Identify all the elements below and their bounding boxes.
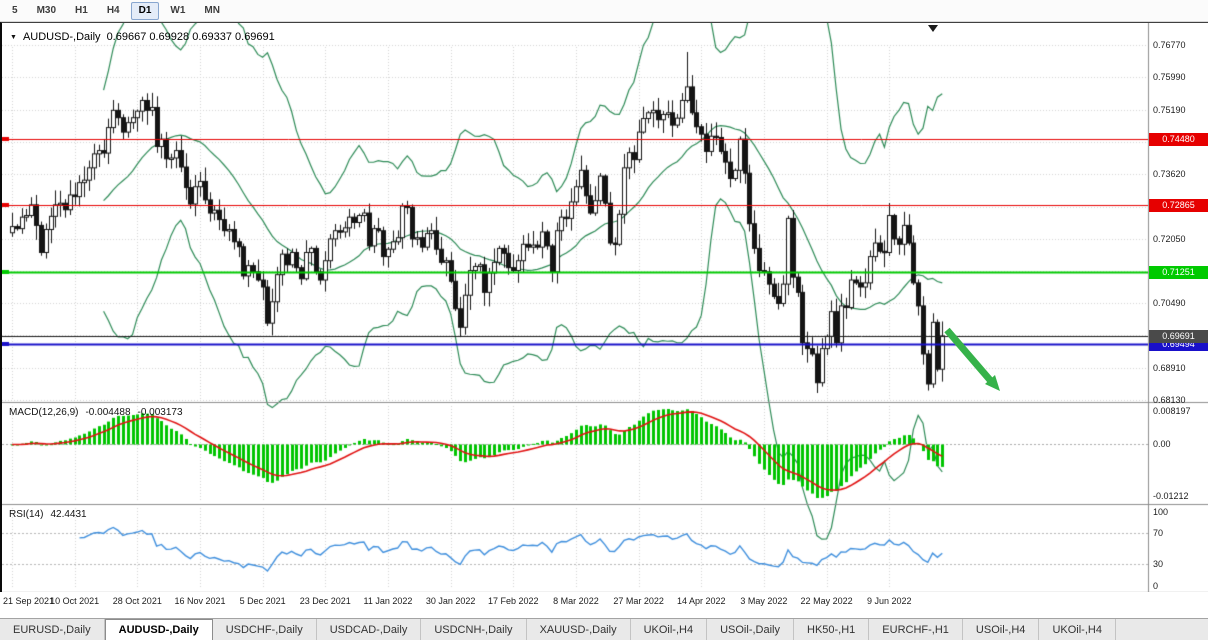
symbol-tab-usdcad-daily[interactable]: USDCAD-,Daily — [317, 619, 422, 640]
macd-scale-label: 0.008197 — [1153, 406, 1191, 416]
date-axis-label: 21 Sep 2021 — [3, 596, 55, 606]
date-axis-label: 11 Jan 2022 — [363, 596, 413, 606]
date-axis-label: 14 Apr 2022 — [676, 596, 726, 606]
date-axis-label: 3 May 2022 — [740, 596, 788, 606]
trend-arrow-annotation[interactable] — [940, 323, 1012, 401]
price-chart-canvas[interactable] — [2, 23, 1208, 593]
chart-symbol-label: AUDUSD-,Daily — [22, 31, 101, 43]
price-scale-tick: 0.68910 — [1153, 362, 1186, 373]
rsi-scale-label: 0 — [1153, 581, 1159, 591]
timeframe-button-w1[interactable]: W1 — [170, 4, 186, 16]
price-scale-tick: 0.68130 — [1153, 395, 1186, 405]
macd-scale-label: -0.01212 — [1153, 491, 1189, 501]
trend-arrow-head — [985, 375, 1000, 391]
rsi-scale-label: 70 — [1153, 528, 1164, 539]
symbol-tab-eurchf-h1[interactable]: EURCHF-,H1 — [869, 619, 963, 640]
symbol-tab-eurusd-daily[interactable]: EURUSD-,Daily — [0, 619, 105, 640]
symbol-tab-usoil-daily[interactable]: USOil-,Daily — [707, 619, 794, 640]
rsi-value: 42.4431 — [50, 509, 87, 520]
symbol-tab-usdcnh-daily[interactable]: USDCNH-,Daily — [421, 619, 527, 640]
date-axis-label: 28 Oct 2021 — [112, 596, 162, 606]
price-scale-tick: 0.76770 — [1153, 40, 1186, 50]
date-axis: 21 Sep 2021 10 Oct 2021 28 Oct 2021 16 Nov … — [0, 592, 1208, 618]
timeframe-button-5[interactable]: 5 — [12, 4, 18, 16]
symbol-tab-usdchf-daily[interactable]: USDCHF-,Daily — [213, 619, 317, 640]
timeframe-toolbar: 5 M30 H1 H4 D1 W1 MN — [0, 0, 1208, 22]
timeframe-button-mn[interactable]: MN — [204, 4, 220, 16]
rsi-scale-label: 100 — [1153, 507, 1169, 517]
date-axis-label: 16 Nov 2021 — [174, 596, 226, 606]
rsi-indicator-label: RSI(14) 42.4431 — [9, 509, 87, 520]
date-axis-label: 10 Oct 2021 — [50, 596, 100, 606]
date-axis-label: 9 Jun 2022 — [866, 596, 912, 606]
chart-title: ▼ AUDUSD-,Daily 0.69667 0.69928 0.69337 … — [10, 31, 275, 43]
date-axis-label: 23 Dec 2021 — [299, 596, 351, 606]
symbol-tab-hk50-h1[interactable]: HK50-,H1 — [794, 619, 870, 640]
timeframe-button-d1[interactable]: D1 — [130, 1, 160, 20]
rsi-name: RSI(14) — [9, 509, 44, 520]
symbol-tab-audusd-daily[interactable]: AUDUSD-,Daily — [104, 619, 213, 640]
chart-ohlc-values: 0.69667 0.69928 0.69337 0.69691 — [106, 31, 275, 43]
chart-title-arrow-icon: ▼ — [10, 33, 17, 41]
date-axis-label: 30 Jan 2022 — [425, 596, 476, 606]
timeframe-button-h1[interactable]: H1 — [75, 4, 88, 16]
rsi-scale-label: 30 — [1153, 558, 1164, 569]
price-scale-tick: 0.75190 — [1153, 104, 1186, 115]
trend-arrow-shaft — [944, 327, 993, 383]
timeframe-button-h4[interactable]: H4 — [106, 4, 120, 16]
macd-name: MACD(12,26,9) — [9, 407, 79, 418]
date-axis-label: 22 May 2022 — [800, 596, 853, 606]
chart-shift-marker-icon[interactable] — [928, 25, 938, 32]
macd-value-main: -0.004488 — [85, 407, 131, 418]
date-axis-label: 27 Mar 2022 — [613, 596, 664, 606]
macd-indicator-label: MACD(12,26,9) -0.004488 -0.003173 — [9, 407, 183, 418]
symbol-tab-usoil-h4[interactable]: USOil-,H4 — [963, 619, 1040, 640]
symbol-tab-ukoil-h4[interactable]: UKOil-,H4 — [631, 619, 708, 640]
date-axis-label: 17 Feb 2022 — [487, 596, 539, 606]
chart-window: ▼ AUDUSD-,Daily 0.69667 0.69928 0.69337 … — [0, 22, 1208, 593]
price-scale-tick: 0.75990 — [1153, 72, 1186, 83]
macd-value-signal: -0.003173 — [137, 407, 183, 418]
price-level-label: 0.72865 — [1149, 199, 1208, 213]
bid-price-label: 0.69691 — [1149, 329, 1208, 343]
price-scale-tick: 0.70490 — [1153, 298, 1186, 309]
symbol-tab-ukoil-h4[interactable]: UKOil-,H4 — [1039, 619, 1116, 640]
price-level-label: 0.74480 — [1149, 133, 1208, 147]
timeframe-button-m30[interactable]: M30 — [36, 4, 57, 16]
macd-scale-label: 0.00 — [1153, 439, 1171, 450]
symbol-tab-xauusd-daily[interactable]: XAUUSD-,Daily — [527, 619, 631, 640]
date-axis-label: 5 Dec 2021 — [239, 596, 286, 606]
date-axis-label: 8 Mar 2022 — [553, 596, 599, 606]
symbol-tab-bar: EURUSD-,Daily AUDUSD-,Daily USDCHF-,Daily U… — [0, 618, 1208, 640]
price-scale-tick: 0.73620 — [1153, 169, 1186, 180]
price-scale-tick: 0.72050 — [1153, 233, 1186, 244]
price-level-label: 0.71251 — [1149, 265, 1208, 279]
